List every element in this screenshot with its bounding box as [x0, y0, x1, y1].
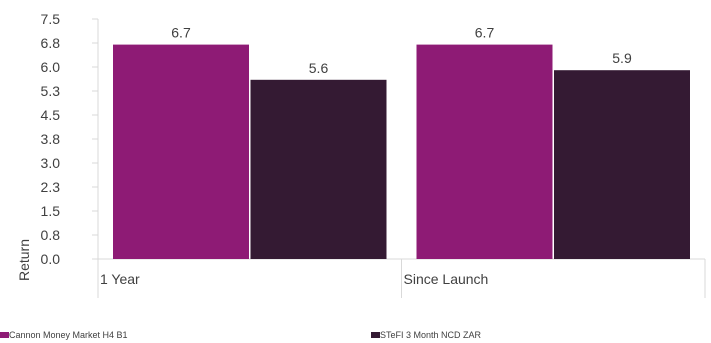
category-labels: 1 Year Since Launch	[100, 271, 488, 287]
legend-swatch	[0, 332, 9, 338]
y-tick-label: 4.5	[41, 107, 61, 123]
legend-item-cannon-money-market: Cannon Money Market H4 B1	[0, 330, 128, 340]
legend: Cannon Money Market H4 B1 STeFI 3 Month …	[0, 330, 711, 343]
x-axis	[97, 258, 706, 298]
data-label: 6.7	[171, 25, 191, 41]
x-category-label: Since Launch	[404, 271, 489, 287]
data-label: 5.6	[309, 60, 329, 76]
y-axis-title: Return	[16, 239, 32, 281]
legend-item-stefi-3-month-ncd: STeFI 3 Month NCD ZAR	[371, 330, 481, 340]
x-category-label: 1 Year	[100, 271, 140, 287]
y-tick-label: 3.0	[41, 155, 61, 171]
data-label: 5.9	[612, 50, 632, 66]
y-tick-label: 7.5	[41, 11, 61, 27]
y-axis-ticks: 0.0 0.8 1.5 2.3 3.0 3.8 4.5 5.3 6.0 6.8 7.5	[41, 11, 99, 267]
legend-swatch	[371, 332, 380, 338]
y-tick-label: 1.5	[41, 203, 61, 219]
y-tick-label: 5.3	[41, 83, 61, 99]
data-labels: 6.7 5.6 6.7 5.9	[171, 25, 632, 76]
bar	[416, 44, 553, 259]
y-tick-label: 2.3	[41, 179, 61, 195]
y-tick-label: 3.8	[41, 131, 61, 147]
y-tick-label: 6.0	[41, 59, 61, 75]
bar	[113, 44, 249, 259]
bar	[250, 79, 387, 259]
legend-label: Cannon Money Market H4 B1	[9, 330, 128, 340]
y-tick-label: 6.8	[41, 35, 61, 51]
bar	[554, 70, 690, 259]
y-tick-label: 0.8	[41, 227, 61, 243]
legend-label: STeFI 3 Month NCD ZAR	[380, 330, 482, 340]
bars	[113, 44, 690, 259]
y-tick-label: 0.0	[41, 251, 61, 267]
data-label: 6.7	[475, 25, 495, 41]
